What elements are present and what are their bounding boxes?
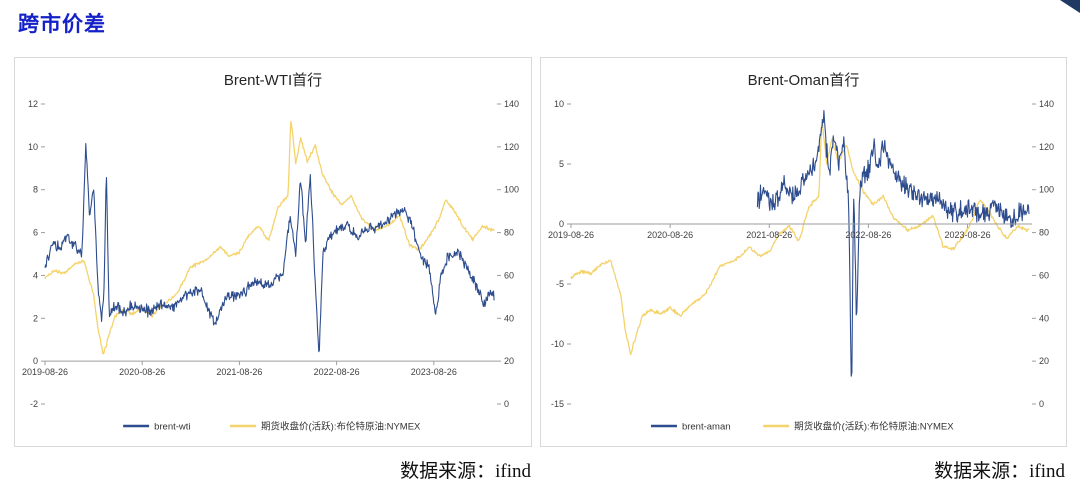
x-tick-label: 2022-08-26	[845, 230, 891, 240]
right-y-tick-label: 40	[1039, 313, 1049, 323]
chart-canvas-brent-wti: 2019-08-26 2020-08-26 2021-08-26 2022-08-26…	[22, 99, 519, 433]
x-tick-label: 2020-08-26	[647, 230, 693, 240]
left-y-tick-label: -10	[551, 339, 564, 349]
data-source-right: 数据来源：ifind	[934, 461, 1065, 482]
legend-label-期货收盘价(活跃):布伦特原油:NYMEX: 期货收盘价(活跃):布伦特原油:NYMEX	[261, 421, 421, 433]
data-source-left: 数据来源：ifind	[400, 461, 531, 482]
left-y-tick-label: 12	[28, 99, 38, 109]
right-y-tick-label: 20	[504, 356, 514, 366]
chart-title-brent-oman: Brent-Oman首行	[747, 72, 860, 89]
left-y-tick-label: 0	[559, 219, 564, 229]
right-y-tick-label: 40	[504, 313, 514, 323]
series-line-brent-aman	[756, 109, 1030, 377]
series-lines	[44, 120, 495, 355]
right-y-tick-label: 140	[1039, 99, 1054, 109]
chart-title-brent-wti: Brent-WTI首行	[223, 72, 323, 89]
x-tick-label: 2019-08-26	[548, 230, 594, 240]
right-y-tick-label: 120	[1039, 142, 1054, 152]
section-title: 跨市价差	[18, 13, 106, 36]
right-y-tick-label: 80	[1039, 228, 1049, 238]
series-line-期货收盘价(活跃):布伦特原油:NYMEX	[44, 120, 495, 355]
left-y-tick-label: 8	[33, 185, 38, 195]
chart-panel-brent-wti: 2019-08-26 2020-08-26 2021-08-26 2022-08-26…	[14, 57, 532, 447]
legend: brent-aman 期货收盘价(活跃):布伦特原油:NYMEX	[650, 421, 954, 433]
right-y-tick-label: 100	[1039, 185, 1054, 195]
legend-label-brent-wti: brent-wti	[154, 422, 190, 433]
right-y-tick-label: 80	[504, 228, 514, 238]
right-y-tick-label: 60	[504, 270, 514, 280]
left-y-tick-label: 10	[554, 99, 564, 109]
right-y-tick-label: 140	[504, 99, 519, 109]
x-tick-label: 2023-08-26	[945, 230, 991, 240]
legend-label-brent-aman: brent-aman	[682, 422, 731, 433]
left-y-tick-label: -2	[30, 399, 38, 409]
x-tick-label: 2022-08-26	[314, 367, 360, 377]
left-y-tick-label: 0	[33, 356, 38, 366]
series-lines	[570, 109, 1030, 377]
page-corner-decoration	[1060, 0, 1080, 13]
axes: 2019-08-26 2020-08-26 2021-08-26 2022-08-26…	[548, 99, 1054, 409]
left-y-tick-label: 2	[33, 313, 38, 323]
chart-panel-brent-oman: 2019-08-26 2020-08-26 2021-08-26 2022-08-26…	[540, 57, 1067, 447]
left-y-tick-label: 10	[28, 142, 38, 152]
legend: brent-wti 期货收盘价(活跃):布伦特原油:NYMEX	[123, 421, 421, 433]
right-y-tick-label: 0	[504, 399, 509, 409]
left-y-tick-label: 5	[559, 159, 564, 169]
legend-label-期货收盘价(活跃):布伦特原油:NYMEX: 期货收盘价(活跃):布伦特原油:NYMEX	[794, 421, 954, 433]
left-y-tick-label: 4	[33, 270, 38, 280]
axes: 2019-08-26 2020-08-26 2021-08-26 2022-08-26…	[22, 99, 519, 409]
right-y-tick-label: 20	[1039, 356, 1049, 366]
right-y-tick-label: 0	[1039, 399, 1044, 409]
left-y-tick-label: -5	[556, 279, 564, 289]
x-tick-label: 2019-08-26	[22, 367, 68, 377]
series-line-期货收盘价(活跃):布伦特原油:NYMEX	[570, 118, 1030, 356]
series-line-brent-wti	[44, 142, 495, 353]
left-y-tick-label: -15	[551, 399, 564, 409]
right-y-tick-label: 60	[1039, 270, 1049, 280]
x-tick-label: 2021-08-26	[746, 230, 792, 240]
right-y-tick-label: 120	[504, 142, 519, 152]
chart-canvas-brent-oman: 2019-08-26 2020-08-26 2021-08-26 2022-08-26…	[548, 99, 1054, 433]
x-tick-label: 2023-08-26	[411, 367, 457, 377]
x-tick-label: 2020-08-26	[119, 367, 165, 377]
x-tick-label: 2021-08-26	[216, 367, 262, 377]
left-y-tick-label: 6	[33, 228, 38, 238]
right-y-tick-label: 100	[504, 185, 519, 195]
